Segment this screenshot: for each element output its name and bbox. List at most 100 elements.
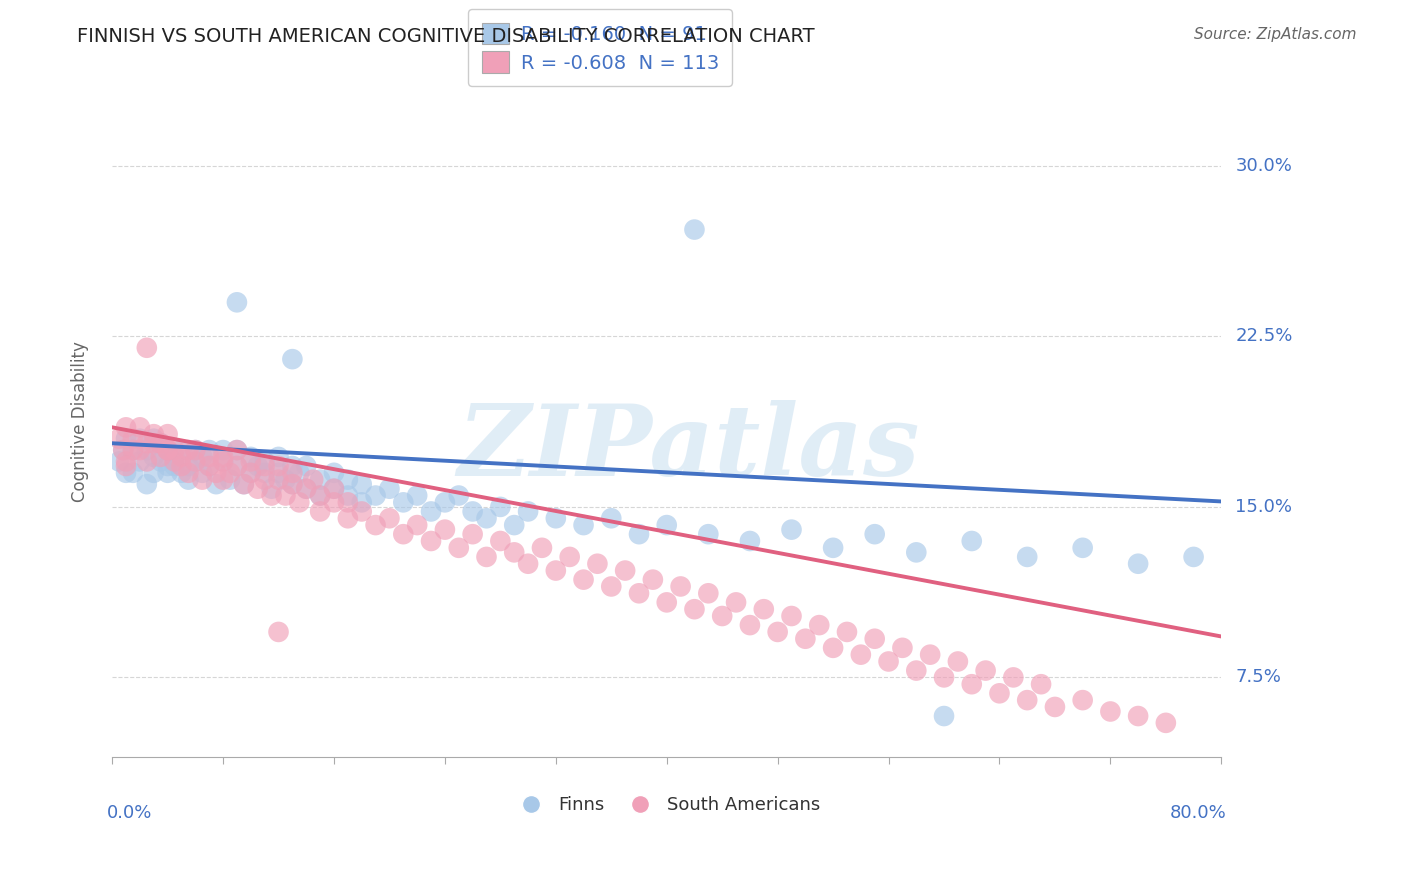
Text: 15.0%: 15.0% [1236, 498, 1292, 516]
Point [641, 573, 664, 587]
Point [655, 518, 678, 533]
Point [905, 664, 928, 678]
Point [163, 450, 186, 464]
Point [503, 518, 526, 533]
Point [1071, 693, 1094, 707]
Point [420, 534, 443, 549]
Point [122, 443, 145, 458]
Point [212, 450, 235, 464]
Point [156, 443, 179, 458]
Point [128, 443, 150, 458]
Point [725, 595, 748, 609]
Point [544, 564, 567, 578]
Text: 7.5%: 7.5% [1236, 668, 1281, 686]
Point [600, 511, 623, 525]
Point [115, 458, 138, 473]
Point [232, 477, 254, 491]
Point [849, 648, 872, 662]
Point [877, 655, 900, 669]
Point [232, 477, 254, 491]
Point [142, 427, 165, 442]
Point [461, 527, 484, 541]
Point [960, 534, 983, 549]
Point [135, 341, 157, 355]
Point [142, 450, 165, 464]
Text: 30.0%: 30.0% [1236, 157, 1292, 175]
Point [239, 454, 262, 468]
Point [823, 541, 845, 555]
Point [142, 436, 165, 450]
Point [558, 549, 581, 564]
Point [406, 489, 429, 503]
Point [267, 466, 290, 480]
Point [309, 473, 332, 487]
Point [960, 677, 983, 691]
Point [253, 454, 276, 468]
Point [128, 454, 150, 468]
Point [295, 482, 318, 496]
Point [336, 511, 359, 525]
Point [932, 670, 955, 684]
Point [212, 454, 235, 468]
Point [974, 664, 997, 678]
Point [489, 500, 512, 514]
Point [309, 489, 332, 503]
Point [794, 632, 817, 646]
Point [738, 618, 761, 632]
Point [281, 458, 304, 473]
Point [683, 222, 706, 236]
Point [655, 595, 678, 609]
Point [1126, 709, 1149, 723]
Point [946, 655, 969, 669]
Point [433, 523, 456, 537]
Point [184, 454, 207, 468]
Point [1043, 700, 1066, 714]
Point [323, 482, 346, 496]
Point [1154, 715, 1177, 730]
Point [1002, 670, 1025, 684]
Point [198, 443, 221, 458]
Point [226, 458, 249, 473]
Point [135, 477, 157, 491]
Point [274, 489, 297, 503]
Point [420, 504, 443, 518]
Point [219, 466, 242, 480]
Point [198, 458, 221, 473]
Point [163, 458, 186, 473]
Point [142, 432, 165, 446]
Point [669, 579, 692, 593]
Point [323, 495, 346, 509]
Point [115, 466, 138, 480]
Point [226, 443, 249, 458]
Point [191, 466, 214, 480]
Point [122, 432, 145, 446]
Point [378, 482, 401, 496]
Point [461, 504, 484, 518]
Y-axis label: Cognitive Disability: Cognitive Disability [72, 342, 89, 502]
Point [697, 527, 720, 541]
Text: ZIPatlas: ZIPatlas [458, 401, 920, 497]
Point [122, 443, 145, 458]
Point [517, 504, 540, 518]
Point [1126, 557, 1149, 571]
Point [336, 489, 359, 503]
Point [378, 511, 401, 525]
Point [697, 586, 720, 600]
Point [392, 527, 415, 541]
Point [433, 495, 456, 509]
Point [309, 504, 332, 518]
Point [711, 609, 734, 624]
Point [267, 624, 290, 639]
Point [149, 436, 172, 450]
Point [627, 586, 650, 600]
Point [191, 473, 214, 487]
Point [475, 511, 498, 525]
Text: Source: ZipAtlas.com: Source: ZipAtlas.com [1194, 27, 1357, 42]
Point [112, 443, 135, 458]
Point [122, 466, 145, 480]
Point [572, 518, 595, 533]
Point [475, 549, 498, 564]
Point [835, 624, 858, 639]
Point [350, 504, 373, 518]
Point [205, 477, 228, 491]
